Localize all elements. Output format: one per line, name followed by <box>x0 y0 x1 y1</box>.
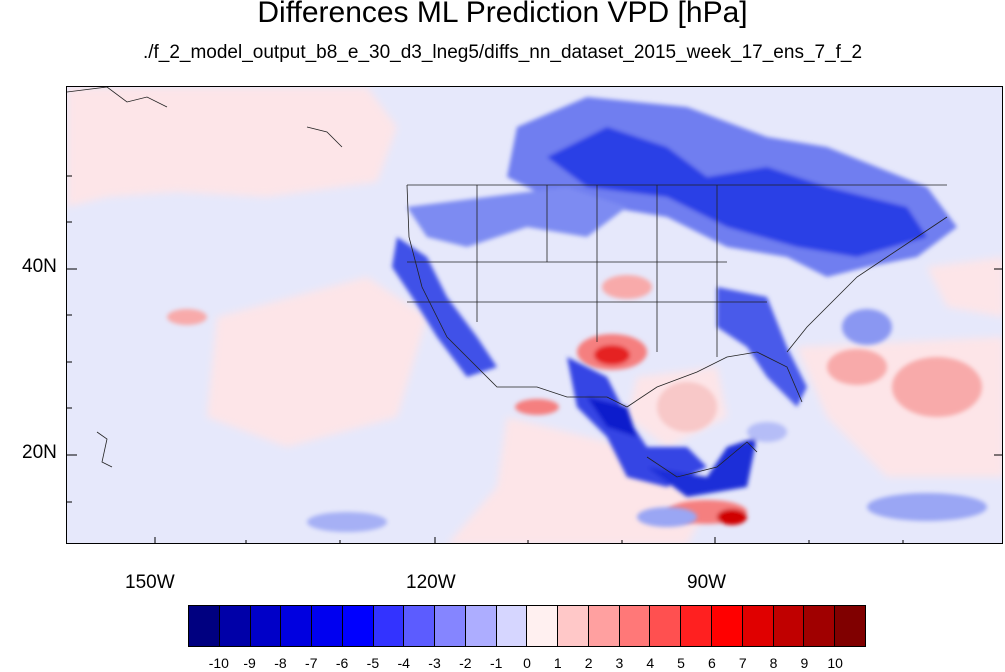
colorbar <box>188 605 866 647</box>
colorbar-cell <box>404 606 436 646</box>
colorbar-label: -7 <box>305 655 318 671</box>
colorbar-cell <box>527 606 559 646</box>
colorbar-cell <box>435 606 466 646</box>
colorbar-label: 10 <box>827 655 843 671</box>
negative-anomaly <box>307 97 987 532</box>
colorbar-cell <box>681 606 713 646</box>
colorbar-label: -5 <box>366 655 380 671</box>
colorbar-cell <box>373 606 405 646</box>
colorbar-label: 5 <box>677 655 685 671</box>
colorbar-label: 3 <box>615 655 624 671</box>
boundary-lines <box>67 87 948 478</box>
colorbar-label: -2 <box>459 655 472 671</box>
colorbar-label: 6 <box>708 655 716 671</box>
chart-title: Differences ML Prediction VPD [hPa] <box>257 0 748 29</box>
chart-subtitle: ./f_2_model_output_b8_e_30_d3_lneg5/diff… <box>142 42 863 63</box>
colorbar-label: -10 <box>208 655 229 671</box>
colorbar-label: 9 <box>800 655 809 671</box>
colorbar-cell <box>250 606 282 646</box>
colorbar-label: 2 <box>584 655 593 671</box>
colorbar-cell <box>835 606 865 646</box>
colorbar-cell <box>773 606 805 646</box>
colorbar-label: -3 <box>428 655 441 671</box>
colorbar-label: 7 <box>738 655 747 671</box>
colorbar-cell <box>619 606 651 646</box>
map-canvas <box>67 87 1002 543</box>
colorbar-cell <box>712 606 743 646</box>
colorbar-cell <box>312 606 343 646</box>
colorbar-label: 0 <box>523 655 531 671</box>
colorbar-cell <box>496 606 528 646</box>
colorbar-cell <box>650 606 682 646</box>
map-panel <box>66 86 1003 544</box>
colorbar-cell <box>742 606 774 646</box>
colorbar-label: 8 <box>769 655 778 671</box>
colorbar-cell <box>342 606 374 646</box>
colorbar-label: -1 <box>489 655 503 671</box>
colorbar-cell <box>189 606 220 646</box>
lon-label-120w: 120W <box>406 572 456 593</box>
lon-label-150w: 150W <box>125 572 175 593</box>
colorbar-cell <box>219 606 251 646</box>
colorbar-label: -4 <box>397 655 410 671</box>
colorbar-cell <box>558 606 589 646</box>
colorbar-cell <box>465 606 497 646</box>
colorbar-cell <box>281 606 313 646</box>
lat-label-40n: 40N <box>22 256 57 277</box>
lon-label-90w: 90W <box>687 572 727 593</box>
colorbar-label: 1 <box>553 655 562 671</box>
colorbar-label: -9 <box>243 655 256 671</box>
colorbar-label: -6 <box>335 655 349 671</box>
colorbar-cell <box>804 606 836 646</box>
positive-anomaly <box>167 275 982 525</box>
lat-label-20n: 20N <box>22 442 57 463</box>
axis-ticks <box>67 175 1002 543</box>
colorbar-label: -8 <box>274 655 287 671</box>
colorbar-label: 4 <box>646 655 655 671</box>
colorbar-cell <box>588 606 620 646</box>
